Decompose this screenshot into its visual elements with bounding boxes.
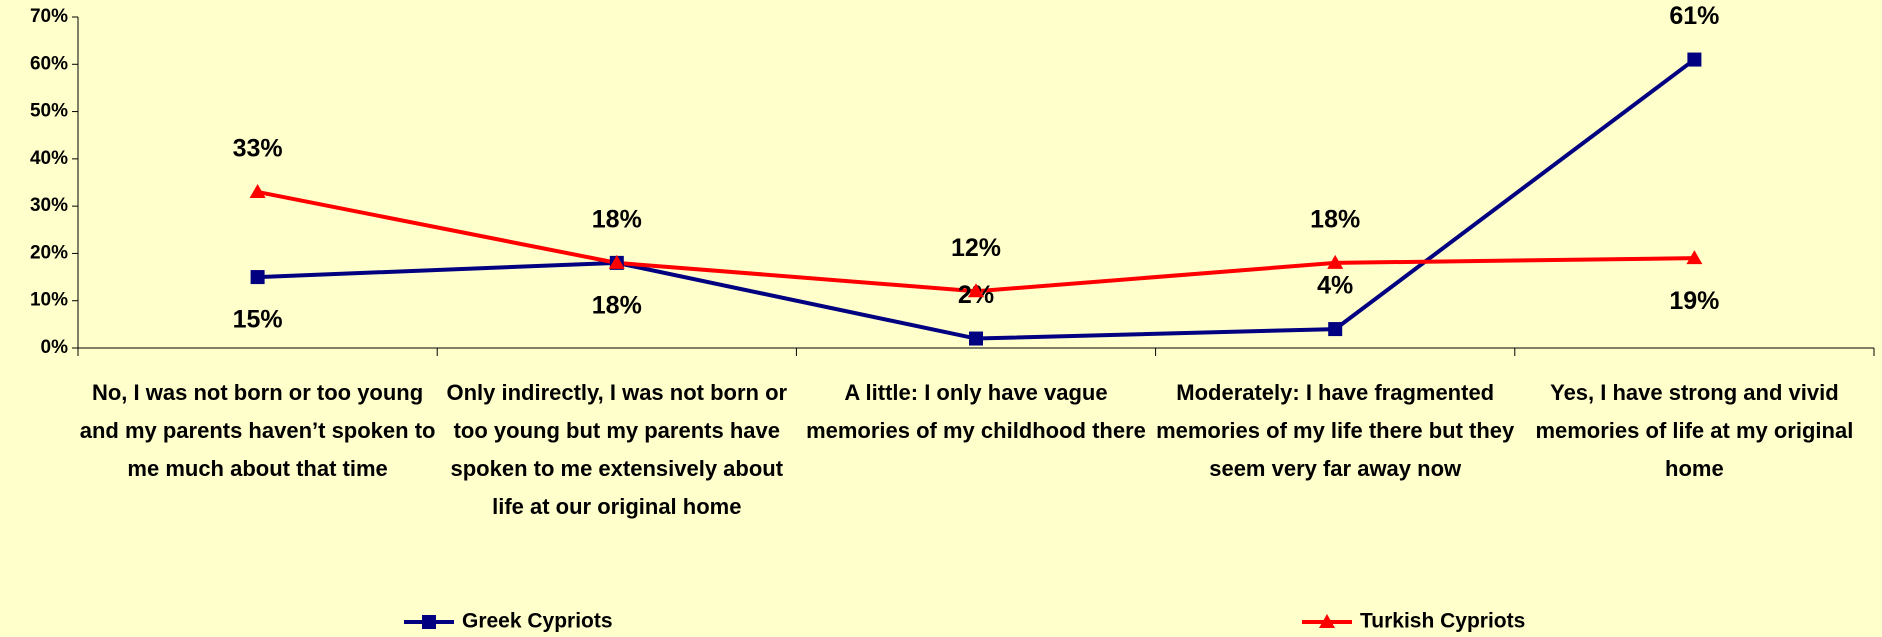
x-tick-label: Only indirectly, I was not born or too y…: [446, 380, 788, 519]
marker: [969, 331, 983, 346]
marker: [968, 283, 984, 298]
legend-label: Greek Cypriots: [462, 610, 613, 633]
data-label: 33%: [233, 135, 283, 163]
x-tick-label: Yes, I have strong and vivid memories of…: [1535, 380, 1854, 481]
marker: [1328, 322, 1343, 337]
legend-marker: [422, 615, 436, 629]
marker: [1327, 254, 1344, 269]
y-tick-label: 20%: [30, 242, 68, 263]
data-label: 4%: [1317, 272, 1353, 300]
marker: [249, 183, 266, 198]
marker: [608, 254, 625, 269]
data-label: 18%: [592, 291, 642, 319]
data-label: 15%: [233, 306, 283, 334]
y-tick-label: 10%: [30, 290, 68, 311]
data-label: 19%: [1669, 287, 1719, 315]
y-tick-label: 30%: [30, 195, 68, 216]
legend-label: Turkish Cypriots: [1360, 610, 1525, 633]
marker: [1686, 250, 1703, 265]
legend-marker: [1319, 614, 1335, 628]
marker: [250, 270, 265, 285]
y-tick-label: 40%: [30, 148, 68, 169]
y-tick-label: 60%: [30, 53, 68, 74]
data-label: 18%: [1310, 205, 1360, 233]
y-tick-label: 50%: [30, 101, 68, 122]
data-label: 18%: [592, 205, 642, 233]
data-label: 61%: [1669, 2, 1719, 30]
data-label: 12%: [951, 234, 1001, 262]
marker: [1687, 52, 1702, 67]
y-tick-label: 0%: [41, 337, 69, 358]
x-tick-label: A little: I only have vague memories of …: [806, 380, 1146, 443]
x-tick-label: No, I was not born or too young and my p…: [79, 380, 436, 481]
x-tick-label: Moderately: I have fragmented memories o…: [1156, 380, 1515, 481]
y-tick-label: 70%: [30, 6, 68, 27]
